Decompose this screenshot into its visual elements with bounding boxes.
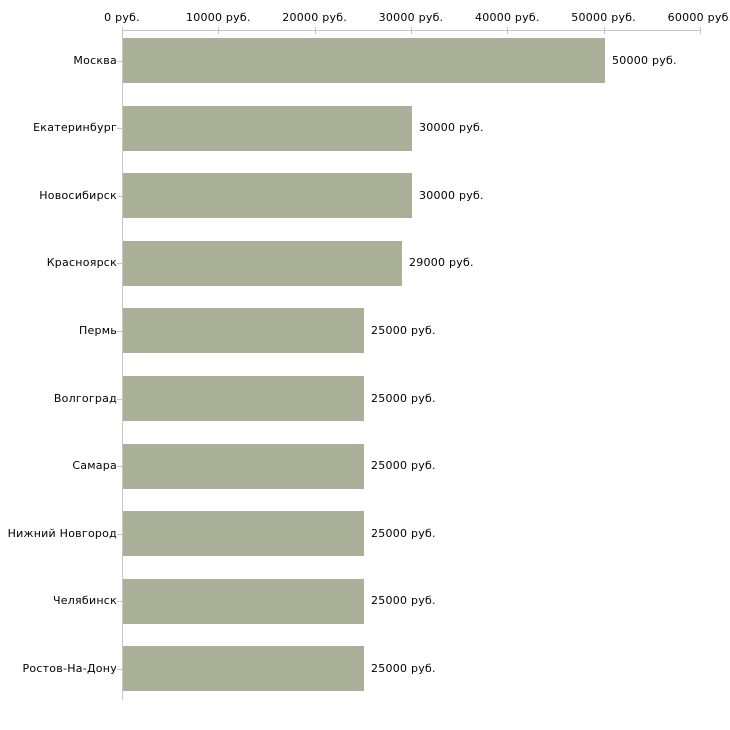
x-axis-tick-label: 10000 руб. <box>185 11 251 24</box>
x-axis-tick-label: 50000 руб. <box>571 11 637 24</box>
value-label: 50000 руб. <box>612 54 677 67</box>
bar-1 <box>123 38 605 83</box>
y-axis-tick <box>117 601 122 602</box>
bar-8 <box>123 511 364 556</box>
x-axis-tick-label: 40000 руб. <box>474 11 540 24</box>
bar-3 <box>123 173 412 218</box>
y-axis-tick <box>117 534 122 535</box>
category-label: Пермь <box>78 324 117 337</box>
x-axis-tick <box>122 27 123 34</box>
x-axis-tick-label: 0 руб. <box>104 11 140 24</box>
y-axis-tick <box>117 331 122 332</box>
category-label: Ростов-На-Дону <box>22 662 117 675</box>
value-label: 25000 руб. <box>371 459 436 472</box>
category-label: Челябинск <box>52 594 117 607</box>
x-axis-tick <box>700 27 701 34</box>
value-label: 29000 руб. <box>409 256 474 269</box>
bar-10 <box>123 646 364 691</box>
x-axis-tick-label: 60000 руб. <box>667 11 730 24</box>
y-axis-tick <box>117 399 122 400</box>
y-axis-tick <box>117 466 122 467</box>
value-label: 25000 руб. <box>371 392 436 405</box>
bar-7 <box>123 444 364 489</box>
x-axis-tick <box>507 27 509 34</box>
y-axis-line <box>122 30 123 700</box>
category-label: Новосибирск <box>39 189 117 202</box>
y-axis-tick <box>117 669 122 670</box>
value-label: 30000 руб. <box>419 121 484 134</box>
y-axis-tick <box>117 61 122 62</box>
value-label: 25000 руб. <box>371 662 436 675</box>
x-axis-tick <box>218 27 220 34</box>
category-label: Екатеринбург <box>33 121 117 134</box>
x-axis-tick <box>411 27 412 34</box>
category-label: Волгоград <box>53 392 117 405</box>
category-label: Нижний Новгород <box>7 527 117 540</box>
x-axis-tick-label: 30000 руб. <box>378 11 444 24</box>
bar-9 <box>123 579 364 624</box>
y-axis-tick <box>117 263 122 264</box>
category-label: Красноярск <box>46 256 117 269</box>
x-axis-tick-label: 20000 руб. <box>282 11 348 24</box>
bar-4 <box>123 241 402 286</box>
value-label: 25000 руб. <box>371 594 436 607</box>
bar-2 <box>123 106 412 151</box>
value-label: 25000 руб. <box>371 324 436 337</box>
y-axis-tick <box>117 128 122 129</box>
y-axis-tick <box>117 196 122 197</box>
value-label: 30000 руб. <box>419 189 484 202</box>
x-axis-tick <box>314 27 316 34</box>
value-label: 25000 руб. <box>371 527 436 540</box>
category-label: Самара <box>72 459 117 472</box>
bar-6 <box>123 376 364 421</box>
bar-5 <box>123 308 364 353</box>
x-axis-tick <box>603 27 605 34</box>
category-label: Москва <box>73 54 117 67</box>
